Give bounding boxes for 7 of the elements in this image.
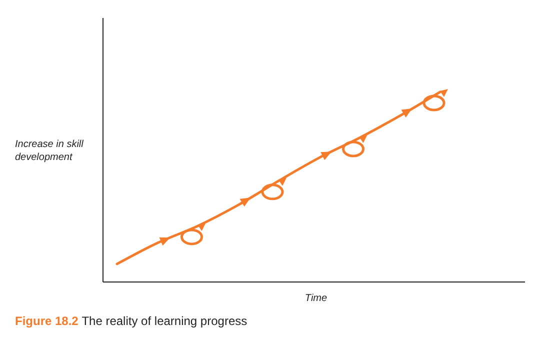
point: [198, 222, 206, 231]
y-axis-title: Increase in skill development: [15, 139, 84, 163]
text: Figure 18.2 The reality of learning progress: [15, 314, 248, 328]
x-axis-title: Time: [304, 293, 328, 304]
point: [359, 134, 368, 143]
point: [440, 89, 448, 97]
point: [278, 178, 286, 186]
